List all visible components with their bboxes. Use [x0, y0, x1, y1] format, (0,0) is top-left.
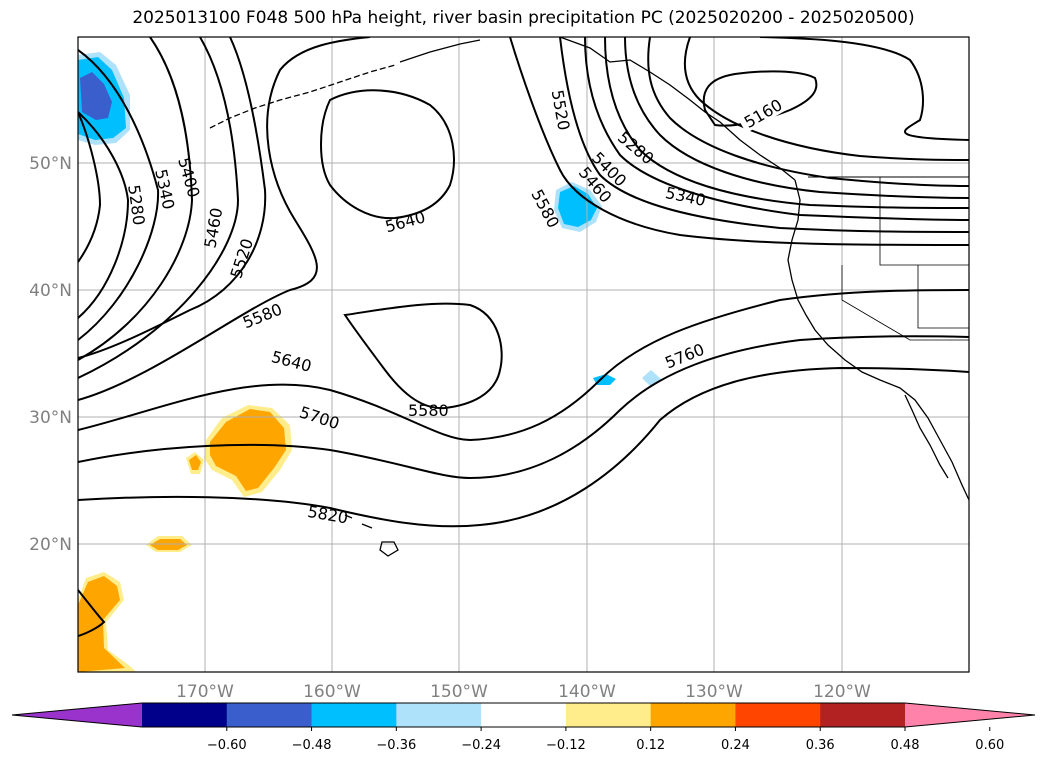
colorbar-extend-min [12, 703, 142, 727]
colorbar-tick-label: −0.36 [376, 738, 416, 753]
lat-label-40n: 40°N [29, 281, 72, 301]
precipitation-shading [78, 52, 661, 672]
contour-label: 5400 [174, 155, 203, 199]
contour-5460-w [78, 37, 194, 361]
lat-label-30n: 30°N [29, 408, 72, 428]
colorbar-segment [820, 703, 906, 727]
contour-5520-w [78, 37, 240, 379]
colorbar-extend-max [905, 703, 1035, 727]
colorbar-tick-label: −0.12 [546, 738, 586, 753]
contour-label: 5640 [383, 207, 427, 236]
contour-5400-w [78, 49, 160, 341]
contour-5280-w [78, 111, 102, 263]
lon-label-160w: 160°W [303, 682, 361, 702]
colorbar-tick-label: 0.24 [721, 738, 750, 753]
contour-label: 5280 [124, 184, 148, 227]
contour-5460-ne [584, 37, 969, 221]
colorbar-tick-label: 0.48 [891, 738, 920, 753]
colorbar-segment [226, 703, 313, 727]
colorbar-tick-label: 0.36 [806, 738, 835, 753]
lon-label-120w: 120°W [813, 682, 871, 702]
contour-5520-ne [559, 37, 969, 233]
latitude-labels: 50°N 40°N 30°N 20°N [29, 154, 72, 555]
colorbar-segment [142, 703, 228, 727]
longitude-labels: 170°W 160°W 150°W 140°W 130°W 120°W [176, 682, 871, 702]
colorbar-tick-label: −0.48 [292, 738, 332, 753]
colorbar-tick-label: −0.24 [461, 738, 501, 753]
colorbar-segment [650, 703, 736, 727]
contour-5340-ne [624, 37, 969, 199]
colorbar-tick-label: −0.60 [207, 738, 247, 753]
colorbar-segment [396, 703, 482, 727]
lon-label-170w: 170°W [176, 682, 234, 702]
colorbar-segment [311, 703, 397, 727]
lat-label-50n: 50°N [29, 154, 72, 174]
lon-label-130w: 130°W [685, 682, 743, 702]
contour-label: 5760 [662, 340, 707, 373]
colorbar-segment [481, 703, 567, 727]
colorbar: −0.60 −0.48 −0.36 −0.24 −0.12 0.12 0.24 0.36 0.4… [11, 702, 1036, 753]
lon-label-150w: 150°W [430, 682, 488, 702]
contour-label: 5700 [297, 403, 342, 434]
map-title: 2025013100 F048 500 hPa height, river ba… [132, 8, 915, 28]
height-contours [78, 37, 969, 637]
contour-5580-ne [509, 37, 969, 246]
negative-anomaly-spot-2 [642, 370, 661, 387]
graticule [78, 37, 969, 672]
colorbar-segment [735, 703, 821, 727]
map-frame [77, 36, 970, 673]
contour-5340-w [78, 111, 130, 319]
contour-label: 5640 [269, 347, 313, 376]
colorbar-tick-label: 0.12 [636, 738, 665, 753]
contour-5400-ne [604, 37, 969, 209]
contour-label: 5460 [201, 206, 227, 249]
lon-label-140w: 140°W [558, 682, 616, 702]
contour-ne-outer [759, 37, 969, 141]
colorbar-segment [565, 703, 652, 727]
contour-label: 5520 [226, 236, 257, 281]
contour-label: 5580 [408, 401, 449, 420]
colorbar-tick-label: 0.60 [975, 738, 1004, 753]
contour-label: 5820 [306, 502, 349, 528]
contour-label: 5340 [151, 167, 178, 211]
contour-label: 5280 [614, 128, 657, 169]
lat-label-20n: 20°N [29, 535, 72, 555]
colorbar-outline [11, 702, 1036, 728]
contour-5580-closed [343, 302, 503, 410]
contour-label: 5340 [664, 183, 708, 210]
contour-5280-ne [683, 37, 969, 161]
contour-5640-closed [320, 89, 455, 220]
